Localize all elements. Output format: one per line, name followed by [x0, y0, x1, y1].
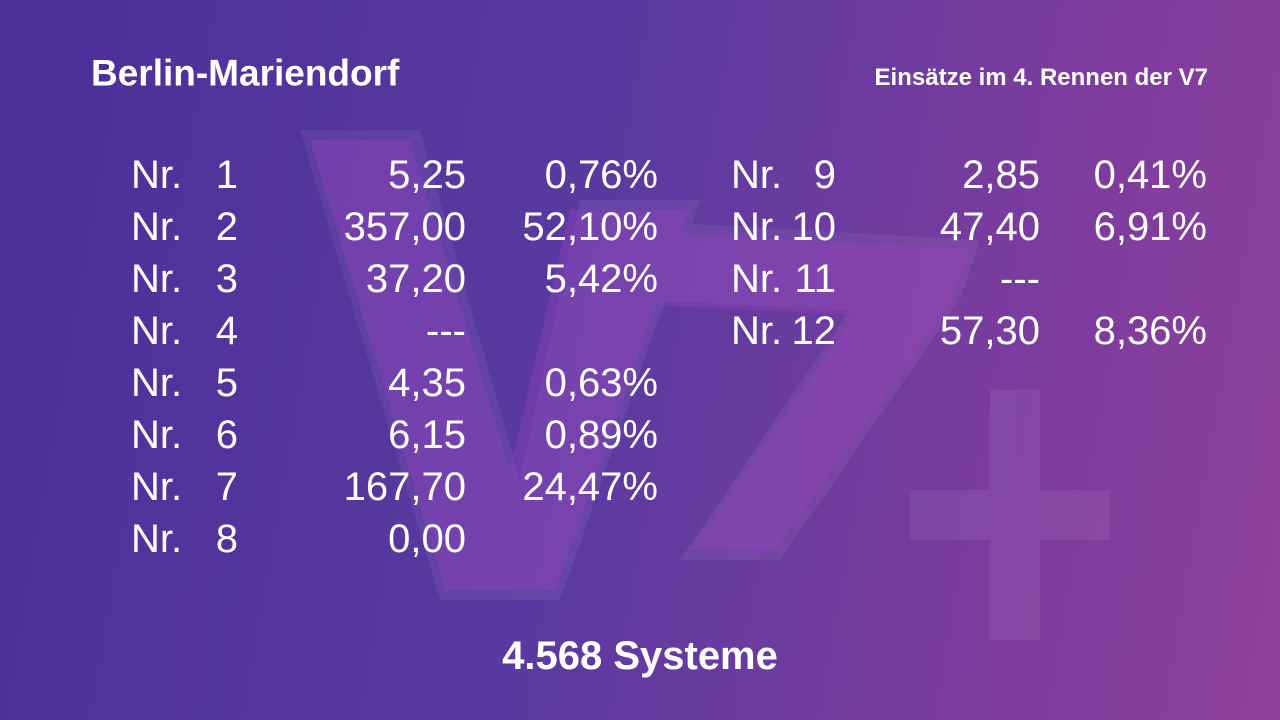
row-amount: 2,85 — [962, 153, 1040, 197]
row-number: 4 — [215, 309, 238, 353]
row-prefix: Nr. — [131, 413, 183, 457]
row-share: 5,42% — [544, 257, 658, 301]
row-share: 0,76% — [544, 153, 658, 197]
row-number: 1 — [215, 153, 238, 197]
footer: 4.568 Systeme — [502, 634, 778, 678]
row-share: 0,63% — [544, 361, 658, 405]
row-number: 10 — [791, 205, 837, 249]
row-amount: 6,15 — [388, 413, 466, 457]
row-prefix: Nr. — [131, 361, 183, 405]
row-share: 0,41% — [1093, 153, 1207, 197]
row-prefix: Nr. — [131, 309, 183, 353]
row-amount: 47,40 — [939, 205, 1040, 249]
row-number: 11 — [794, 257, 836, 301]
row-prefix: Nr. — [131, 465, 183, 509]
row-number: 3 — [215, 257, 238, 301]
row-prefix: Nr. — [131, 205, 183, 249]
row-number: 8 — [215, 517, 238, 561]
row-number: 2 — [215, 205, 238, 249]
row-amount: 0,00 — [388, 517, 466, 561]
row-number: 6 — [215, 413, 238, 457]
row-amount: 4,35 — [388, 361, 466, 405]
row-share: 6,91% — [1093, 205, 1207, 249]
row-prefix: Nr. — [131, 517, 183, 561]
row-prefix: Nr. — [731, 257, 783, 301]
row-share: 24,47% — [522, 465, 658, 509]
row-share: 8,36% — [1093, 309, 1207, 353]
row-amount: --- — [1000, 257, 1040, 301]
row-amount: 57,30 — [939, 309, 1040, 353]
row-share: 0,89% — [544, 413, 658, 457]
row-prefix: Nr. — [131, 257, 183, 301]
row-amount: --- — [426, 309, 466, 353]
row-amount: 37,20 — [365, 257, 466, 301]
row-share: 52,10% — [522, 205, 658, 249]
row-number: 5 — [215, 361, 238, 405]
row-prefix: Nr. — [131, 153, 183, 197]
row-prefix: Nr. — [731, 309, 783, 353]
row-number: 9 — [813, 153, 836, 197]
row-amount: 357,00 — [343, 205, 466, 249]
row-amount: 5,25 — [388, 153, 466, 197]
row-prefix: Nr. — [731, 205, 783, 249]
subtitle: Einsätze im 4. Rennen der V7 — [874, 64, 1208, 91]
row-number: 12 — [791, 309, 837, 353]
row-prefix: Nr. — [731, 153, 783, 197]
title: Berlin-Mariendorf — [91, 52, 400, 94]
row-amount: 167,70 — [343, 465, 466, 509]
row-number: 7 — [215, 465, 238, 509]
